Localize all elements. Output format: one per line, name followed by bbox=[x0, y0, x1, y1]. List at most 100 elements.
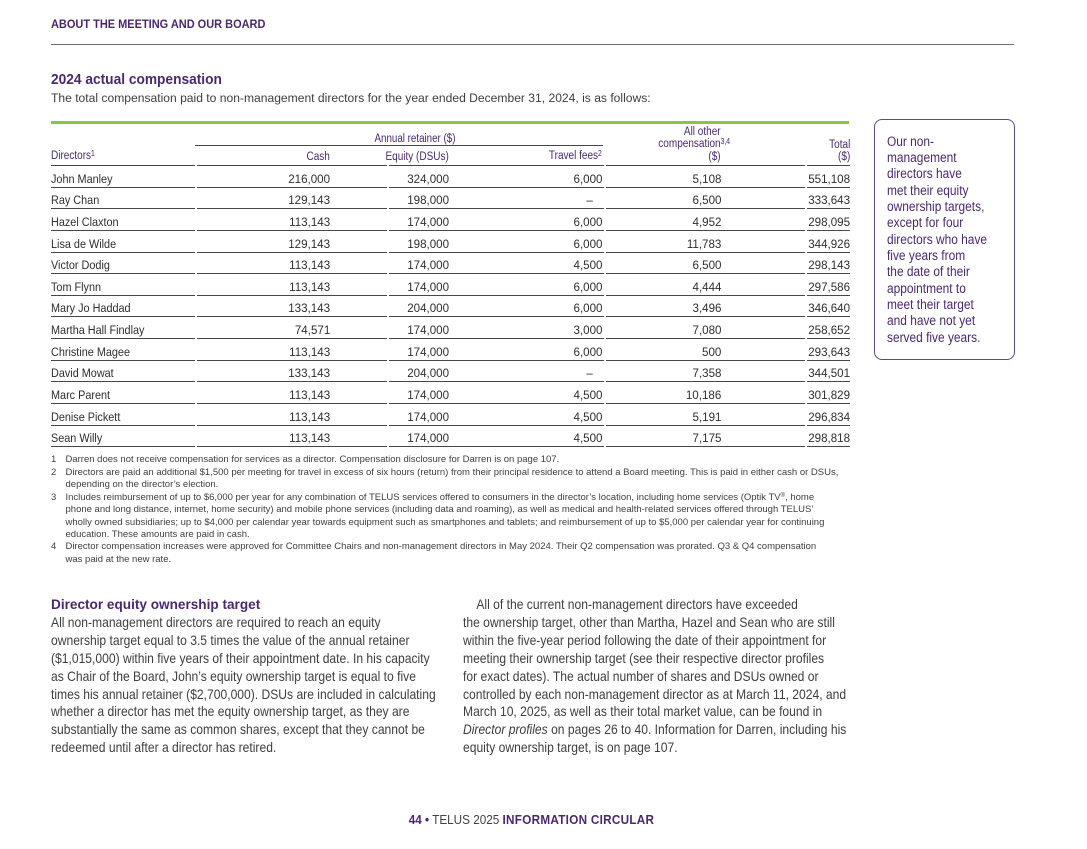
sidebar-callout-box: Our non-management directors have met thei… bbox=[874, 119, 1015, 360]
sidebar-callout-text: Our non-management directors have met thei… bbox=[887, 133, 988, 345]
intro-text: The total compensation paid to non-manag… bbox=[51, 91, 651, 106]
ownership-right-column: All of the current non-management direct… bbox=[463, 596, 883, 757]
amount-cell: 4,500 bbox=[449, 253, 602, 275]
amount-cell: 174,000 bbox=[330, 209, 449, 231]
table-row: David Mowat 133,143 204,000–7,358 344,501 bbox=[51, 361, 850, 383]
amount-cell: 6,000 bbox=[449, 231, 602, 253]
amount-cell: 198,000 bbox=[330, 188, 449, 210]
amount-cell: 3,000 bbox=[449, 317, 602, 339]
amount-cell: 11,783 bbox=[602, 231, 721, 253]
amount-cell: 4,952 bbox=[602, 209, 721, 231]
amount-cell: 7,358 bbox=[602, 361, 721, 383]
director-name-cell: John Manley bbox=[51, 166, 195, 188]
footnote-number: 4 bbox=[51, 541, 57, 553]
amount-cell: 174,000 bbox=[330, 339, 449, 361]
amount-cell: 6,500 bbox=[602, 188, 721, 210]
footnote-text: Includes reimbursement of up to $6,000 p… bbox=[65, 491, 825, 541]
amount-cell: 551,108 bbox=[721, 166, 850, 188]
amount-cell: 113,143 bbox=[195, 382, 330, 404]
amount-cell: 6,000 bbox=[449, 209, 602, 231]
table-row: Tom Flynn 113,143 174,000 6,000 4,444 297,586 bbox=[51, 274, 850, 296]
column-divider-gap bbox=[194, 164, 197, 448]
director-name-cell: Ray Chan bbox=[51, 188, 195, 210]
amount-cell: 5,191 bbox=[602, 404, 721, 426]
amount-cell: 6,500 bbox=[602, 253, 721, 275]
header-rule bbox=[51, 44, 1014, 45]
amount-cell: 298,095 bbox=[721, 209, 850, 231]
table-row: Mary Jo Haddad 133,143 204,000 6,000 3,496 34… bbox=[51, 296, 850, 318]
breadcrumb-section-label: ABOUT THE MEETING AND OUR BOARD bbox=[51, 18, 266, 32]
director-name-cell: Denise Pickett bbox=[51, 404, 195, 426]
footnote-number: 3 bbox=[51, 491, 57, 503]
amount-cell: 113,143 bbox=[195, 209, 330, 231]
amount-cell: 174,000 bbox=[330, 317, 449, 339]
amount-cell: 174,000 bbox=[330, 274, 449, 296]
table-row: Hazel Claxton 113,143 174,000 6,000 4,952 298… bbox=[51, 209, 850, 231]
footer-page-number: 44 bbox=[408, 812, 422, 827]
ownership-right-paragraph: All of the current non-management direct… bbox=[463, 597, 847, 756]
amount-cell: 133,143 bbox=[195, 361, 330, 383]
amount-cell: 344,501 bbox=[721, 361, 850, 383]
amount-cell: 74,571 bbox=[195, 317, 330, 339]
amount-cell: 198,000 bbox=[330, 231, 449, 253]
amount-cell: 174,000 bbox=[330, 426, 449, 448]
amount-cell: 174,000 bbox=[330, 253, 449, 275]
amount-cell: 204,000 bbox=[330, 361, 449, 383]
amount-cell: 133,143 bbox=[195, 296, 330, 318]
footnote-number: 2 bbox=[51, 466, 57, 478]
amount-cell: 10,186 bbox=[602, 382, 721, 404]
amount-cell: 174,000 bbox=[330, 404, 449, 426]
footer-doc-name-bold: INFORMATION CIRCULAR bbox=[502, 812, 655, 827]
amount-cell: 258,652 bbox=[721, 317, 850, 339]
footnote-text: Director compensation increases were app… bbox=[65, 541, 817, 565]
ownership-left-column: Director equity ownership target All non… bbox=[51, 596, 471, 757]
col-header-cash: Cash bbox=[195, 124, 330, 166]
footnote: 1 Darren does not receive compensation fo… bbox=[51, 454, 838, 466]
footnotes: 1 Darren does not receive compensation fo… bbox=[51, 454, 838, 566]
section-heading: Director equity ownership target bbox=[51, 597, 261, 612]
table-row: Christine Magee 113,143 174,000 6,000 500 293… bbox=[51, 339, 850, 361]
amount-cell: 324,000 bbox=[330, 166, 449, 188]
amount-cell: 5,108 bbox=[602, 166, 721, 188]
col-header-all-other-compensation: All other compensation3,4 ($) bbox=[602, 124, 730, 166]
amount-cell: 113,143 bbox=[195, 274, 330, 296]
footer-separator-dot: • bbox=[425, 812, 430, 827]
amount-cell: 4,500 bbox=[449, 382, 602, 404]
amount-cell: 6,000 bbox=[449, 166, 602, 188]
compensation-data-table: Directors1 Cash Equity (DSUs) Travel fees2 A… bbox=[51, 124, 850, 448]
amount-cell: – bbox=[449, 361, 602, 383]
amount-cell: 4,500 bbox=[449, 426, 602, 448]
footnote-text: Directors are paid an additional $1,500 … bbox=[65, 466, 839, 491]
col-header-equity: Equity (DSUs) bbox=[330, 124, 449, 166]
footnote-text: Darren does not receive compensation for… bbox=[65, 454, 560, 466]
amount-cell: 4,500 bbox=[449, 404, 602, 426]
amount-cell: 297,586 bbox=[721, 274, 850, 296]
amount-cell: 129,143 bbox=[195, 231, 330, 253]
amount-cell: 4,444 bbox=[602, 274, 721, 296]
director-name-cell: Sean Willy bbox=[51, 426, 195, 448]
col-header-directors: Directors1 bbox=[51, 124, 195, 166]
amount-cell: 3,496 bbox=[602, 296, 721, 318]
amount-cell: 113,143 bbox=[195, 426, 330, 448]
director-name-cell: Victor Dodig bbox=[51, 253, 195, 275]
table-row: Ray Chan 129,143 198,000–6,500 333,643 bbox=[51, 188, 850, 210]
director-name-cell: Hazel Claxton bbox=[51, 209, 195, 231]
director-name-cell: Tom Flynn bbox=[51, 274, 195, 296]
amount-cell: 216,000 bbox=[195, 166, 330, 188]
director-name-cell: Mary Jo Haddad bbox=[51, 296, 195, 318]
director-name-cell: Marc Parent bbox=[51, 382, 195, 404]
amount-cell: 500 bbox=[602, 339, 721, 361]
col-header-travel-fees: Travel fees2 bbox=[449, 124, 602, 166]
amount-cell: 7,080 bbox=[602, 317, 721, 339]
table-header: Directors1 Cash Equity (DSUs) Travel fees2 A… bbox=[51, 124, 850, 166]
amount-cell: 7,175 bbox=[602, 426, 721, 448]
director-name-cell: Lisa de Wilde bbox=[51, 231, 195, 253]
amount-cell: 204,000 bbox=[330, 296, 449, 318]
page-title: 2024 actual compensation bbox=[51, 71, 222, 88]
amount-cell: 129,143 bbox=[195, 188, 330, 210]
table-top-accent-bar bbox=[51, 121, 849, 124]
amount-cell: 113,143 bbox=[195, 253, 330, 275]
table-row: John Manley 216,000 324,000 6,000 5,108 551,1… bbox=[51, 166, 850, 188]
amount-cell: 333,643 bbox=[721, 188, 850, 210]
column-divider-gap bbox=[386, 164, 389, 448]
